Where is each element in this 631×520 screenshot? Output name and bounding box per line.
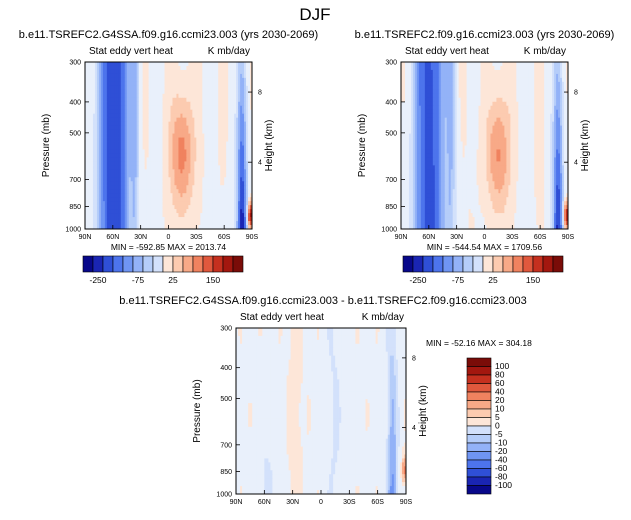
contour-field [85,62,252,229]
x-tick-label: 90S [246,234,259,241]
colorbar-label: -250 [89,275,106,285]
colorbar-swatch [113,256,123,272]
x-tick-label: 90N [79,234,92,241]
panel-units-label: K mb/day [524,46,566,57]
colorbar-swatch [103,256,113,272]
figure-title: DJF [299,5,330,24]
panel-top-left: b.e11.TSREFC2.G4SSA.f09.g16.ccmi23.003 (… [19,29,318,285]
min-max-label: MIN = -592.85 MAX = 2013.74 [111,242,227,252]
colorbar-swatch [233,256,243,272]
height-tick-label: 4 [258,160,262,167]
colorbar-swatch [193,256,203,272]
y-tick-label: 400 [69,99,81,106]
height-tick-label: 8 [258,90,262,97]
y-axis-label: Pressure (mb) [41,114,52,177]
panel-units-label: K mb/day [208,46,250,57]
colorbar-swatch [83,256,93,272]
y-tick-label: 700 [69,177,81,184]
x-tick-label: 60N [106,234,119,241]
x-tick-label: 30S [190,234,203,241]
y-tick-label: 300 [69,60,81,67]
colorbar-label: 25 [168,275,178,285]
colorbar-swatch [143,256,153,272]
colorbar-swatch [123,256,133,272]
colorbar-swatch [223,256,233,272]
height-axis-label: Height (km) [264,120,275,172]
colorbar-swatch [213,256,223,272]
y-tick-label: 850 [69,204,81,211]
panel-left-label: Stat eddy vert heat [405,46,489,57]
colorbar-swatch [133,256,143,272]
x-tick-label: 0 [167,234,171,241]
y-tick-label: 500 [69,130,81,137]
colorbar-swatch [183,256,193,272]
panel-left-label: Stat eddy vert heat [89,46,173,57]
colorbar-swatch [93,256,103,272]
x-tick-label: 60S [218,234,231,241]
colorbar-swatch [153,256,163,272]
panel-top-right: b.e11.TSREFC2.f09.g16.ccmi23.003 (yrs 20… [355,29,615,285]
colorbar-label: 150 [206,275,220,285]
colorbar: -250 -75 25 150 [83,256,243,285]
panel-title: b.e11.TSREFC2.G4SSA.f09.g16.ccmi23.003 (… [19,29,318,41]
colorbar-label: -75 [132,275,145,285]
colorbar-swatch [163,256,173,272]
panel-title: b.e11.TSREFC2.f09.g16.ccmi23.003 (yrs 20… [355,29,615,41]
colorbar-swatch [203,256,213,272]
contour-field [401,62,568,229]
colorbar-swatch [173,256,183,272]
y-tick-label: 1000 [65,227,81,234]
x-tick-label: 30N [134,234,147,241]
